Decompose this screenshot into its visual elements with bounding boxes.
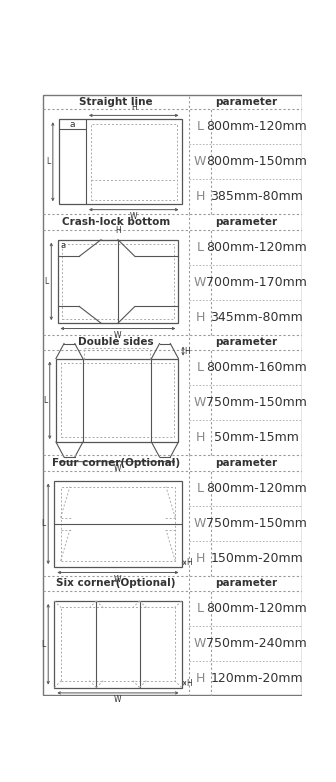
Bar [54, 480, 181, 567]
Text: W: W [194, 156, 206, 168]
Text: W: W [194, 276, 206, 289]
Text: Four corner(Optional): Four corner(Optional) [51, 457, 180, 468]
Bar [57, 239, 178, 323]
Text: parameter: parameter [215, 96, 277, 106]
Bar [56, 359, 178, 442]
Text: L: L [45, 277, 49, 286]
Text: Crash-lock bottom: Crash-lock bottom [61, 217, 170, 227]
Text: L: L [197, 241, 204, 253]
Text: L: L [197, 361, 204, 374]
Text: 50mm-15mm: 50mm-15mm [214, 431, 299, 444]
Bar [60, 607, 175, 681]
Bar [62, 244, 174, 318]
Text: H: H [131, 103, 137, 113]
Text: H: H [196, 190, 205, 203]
Text: H: H [186, 679, 192, 687]
Bar [54, 601, 181, 687]
Text: L: L [197, 482, 204, 494]
Text: H: H [186, 558, 192, 567]
Text: a: a [60, 241, 66, 250]
Text: L: L [42, 519, 46, 529]
Text: L: L [46, 157, 50, 167]
Text: H: H [196, 551, 205, 565]
Text: a: a [70, 120, 75, 129]
Text: 700mm-170mm: 700mm-170mm [206, 276, 307, 289]
Text: 150mm-20mm: 150mm-20mm [210, 551, 303, 565]
Text: 750mm-240mm: 750mm-240mm [206, 637, 307, 650]
Text: L: L [43, 396, 47, 405]
Text: 800mm-120mm: 800mm-120mm [206, 602, 307, 615]
Bar [60, 363, 174, 437]
Text: parameter: parameter [215, 457, 277, 468]
Text: 800mm-150mm: 800mm-150mm [206, 156, 307, 168]
Text: H: H [184, 346, 191, 356]
Text: W: W [114, 695, 122, 705]
Text: W: W [194, 637, 206, 650]
Text: W: W [130, 212, 137, 221]
Text: W: W [114, 575, 122, 584]
Text: L: L [197, 602, 204, 615]
Text: L: L [42, 640, 46, 649]
Text: Straight line: Straight line [79, 96, 153, 106]
Text: 800mm-160mm: 800mm-160mm [206, 361, 307, 374]
Text: parameter: parameter [215, 578, 277, 588]
Text: parameter: parameter [215, 337, 277, 347]
Text: H: H [196, 672, 205, 685]
Text: 800mm-120mm: 800mm-120mm [206, 120, 307, 133]
Text: 385mm-80mm: 385mm-80mm [210, 190, 303, 203]
Text: 800mm-120mm: 800mm-120mm [206, 241, 307, 253]
Text: H: H [196, 310, 205, 324]
Bar [60, 486, 175, 561]
Text: H: H [115, 226, 121, 235]
Text: 345mm-80mm: 345mm-80mm [210, 310, 303, 324]
Text: 800mm-120mm: 800mm-120mm [206, 482, 307, 494]
Bar [91, 124, 177, 199]
Text: L: L [197, 120, 204, 133]
Text: W: W [194, 396, 206, 409]
Text: W: W [114, 464, 121, 473]
Text: Six corner(Optional): Six corner(Optional) [56, 578, 175, 588]
Text: 120mm-20mm: 120mm-20mm [210, 672, 303, 685]
Bar [59, 119, 181, 204]
Text: parameter: parameter [215, 217, 277, 227]
Text: 750mm-150mm: 750mm-150mm [206, 396, 307, 409]
Text: H: H [196, 431, 205, 444]
Text: 750mm-150mm: 750mm-150mm [206, 517, 307, 529]
Text: W: W [194, 517, 206, 529]
Text: W: W [114, 331, 122, 340]
Text: Double sides: Double sides [78, 337, 154, 347]
